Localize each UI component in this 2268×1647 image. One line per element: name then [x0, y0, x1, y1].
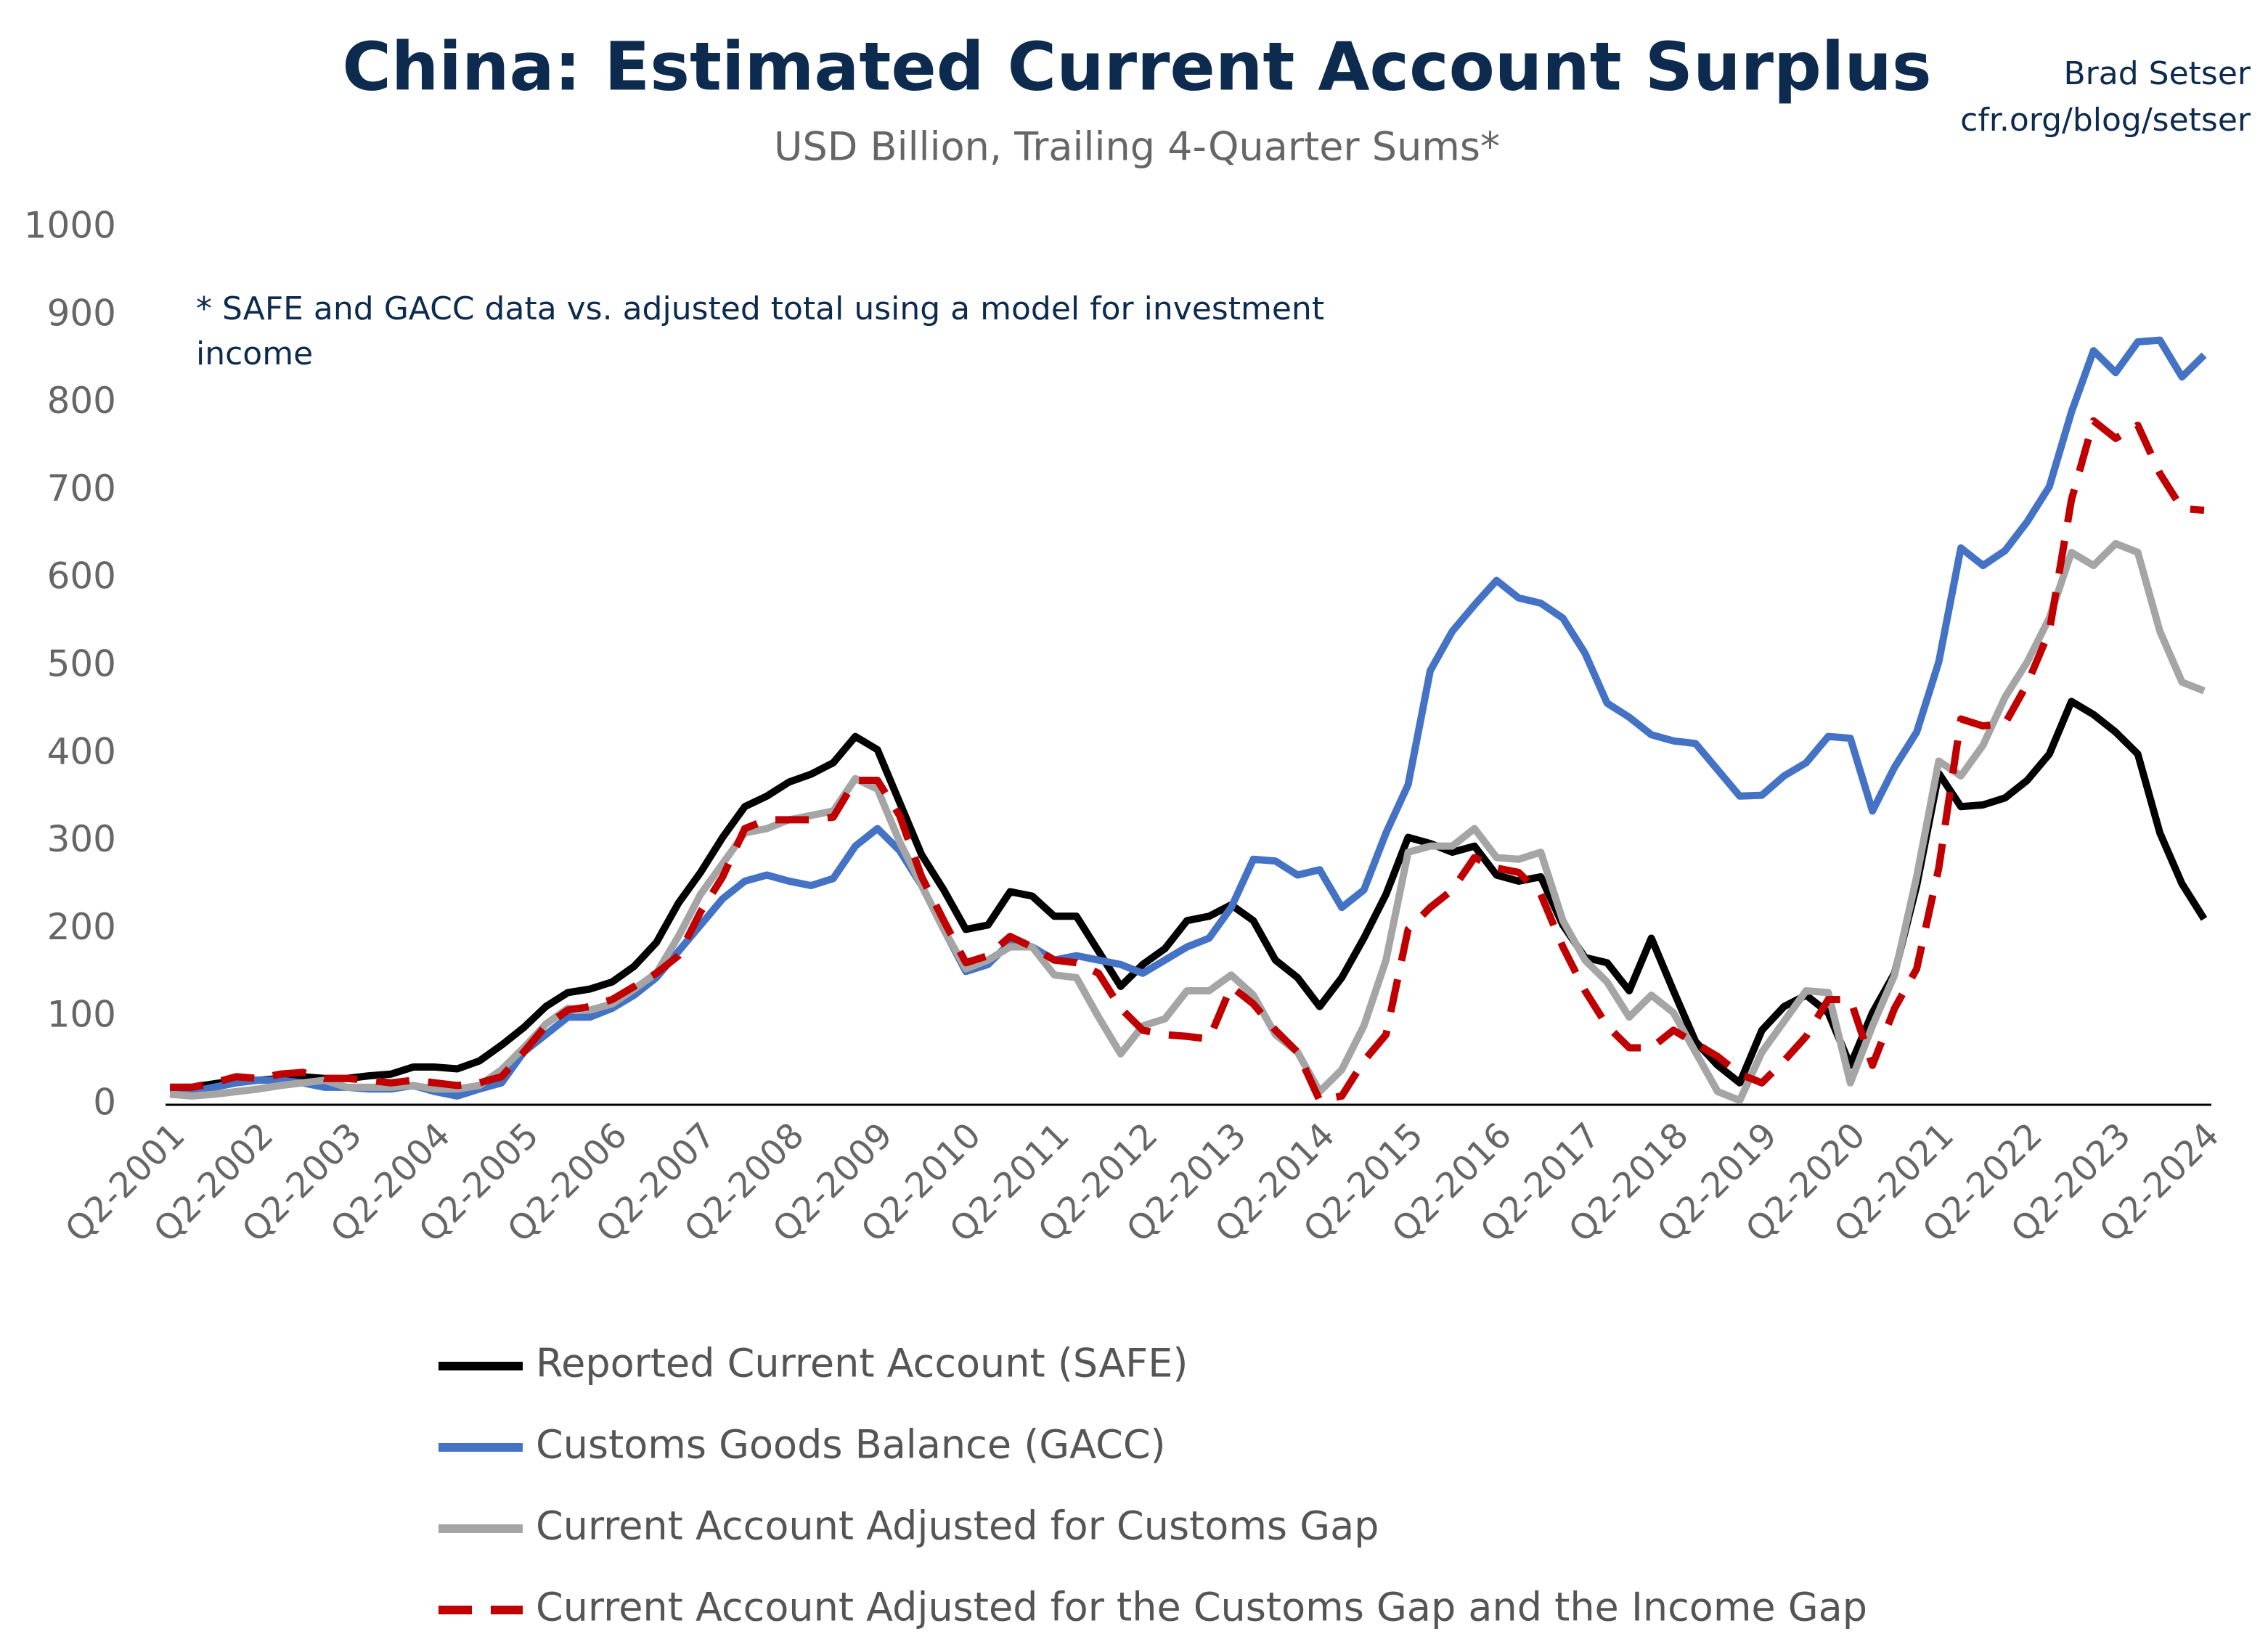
series-line — [170, 336, 2207, 1100]
series-line — [170, 417, 2205, 1104]
legend-label: Customs Goods Balance (GACC) — [536, 1422, 1166, 1468]
legend-label: Current Account Adjusted for the Customs… — [536, 1585, 1867, 1630]
y-tick-label: 500 — [47, 643, 116, 685]
y-tick-label: 800 — [47, 380, 116, 422]
source: cfr.org/blog/setser — [1960, 102, 2251, 139]
source: Brad Setser — [2064, 55, 2251, 92]
annotation: * SAFE and GACC data vs. adjusted total … — [196, 290, 1324, 327]
legend-label: Current Account Adjusted for Customs Gap — [536, 1503, 1379, 1549]
annotation: income — [196, 335, 313, 372]
y-tick-label: 1000 — [24, 205, 116, 247]
y-tick-label: 200 — [47, 906, 116, 948]
legend-label: Reported Current Account (SAFE) — [536, 1341, 1188, 1386]
series-line — [170, 698, 2208, 1091]
series-line — [169, 539, 2206, 1104]
y-tick-label: 100 — [47, 994, 116, 1036]
chart-title: China: Estimated Current Account Surplus — [342, 28, 1931, 105]
chart-subtitle: USD Billion, Trailing 4-Quarter Sums* — [774, 124, 1500, 170]
y-tick-label: 400 — [47, 730, 116, 772]
y-tick-label: 300 — [47, 818, 116, 860]
y-tick-label: 700 — [47, 467, 116, 510]
y-tick-label: 600 — [47, 555, 116, 597]
y-tick-label: 900 — [47, 292, 116, 334]
y-tick-label: 0 — [93, 1082, 116, 1124]
